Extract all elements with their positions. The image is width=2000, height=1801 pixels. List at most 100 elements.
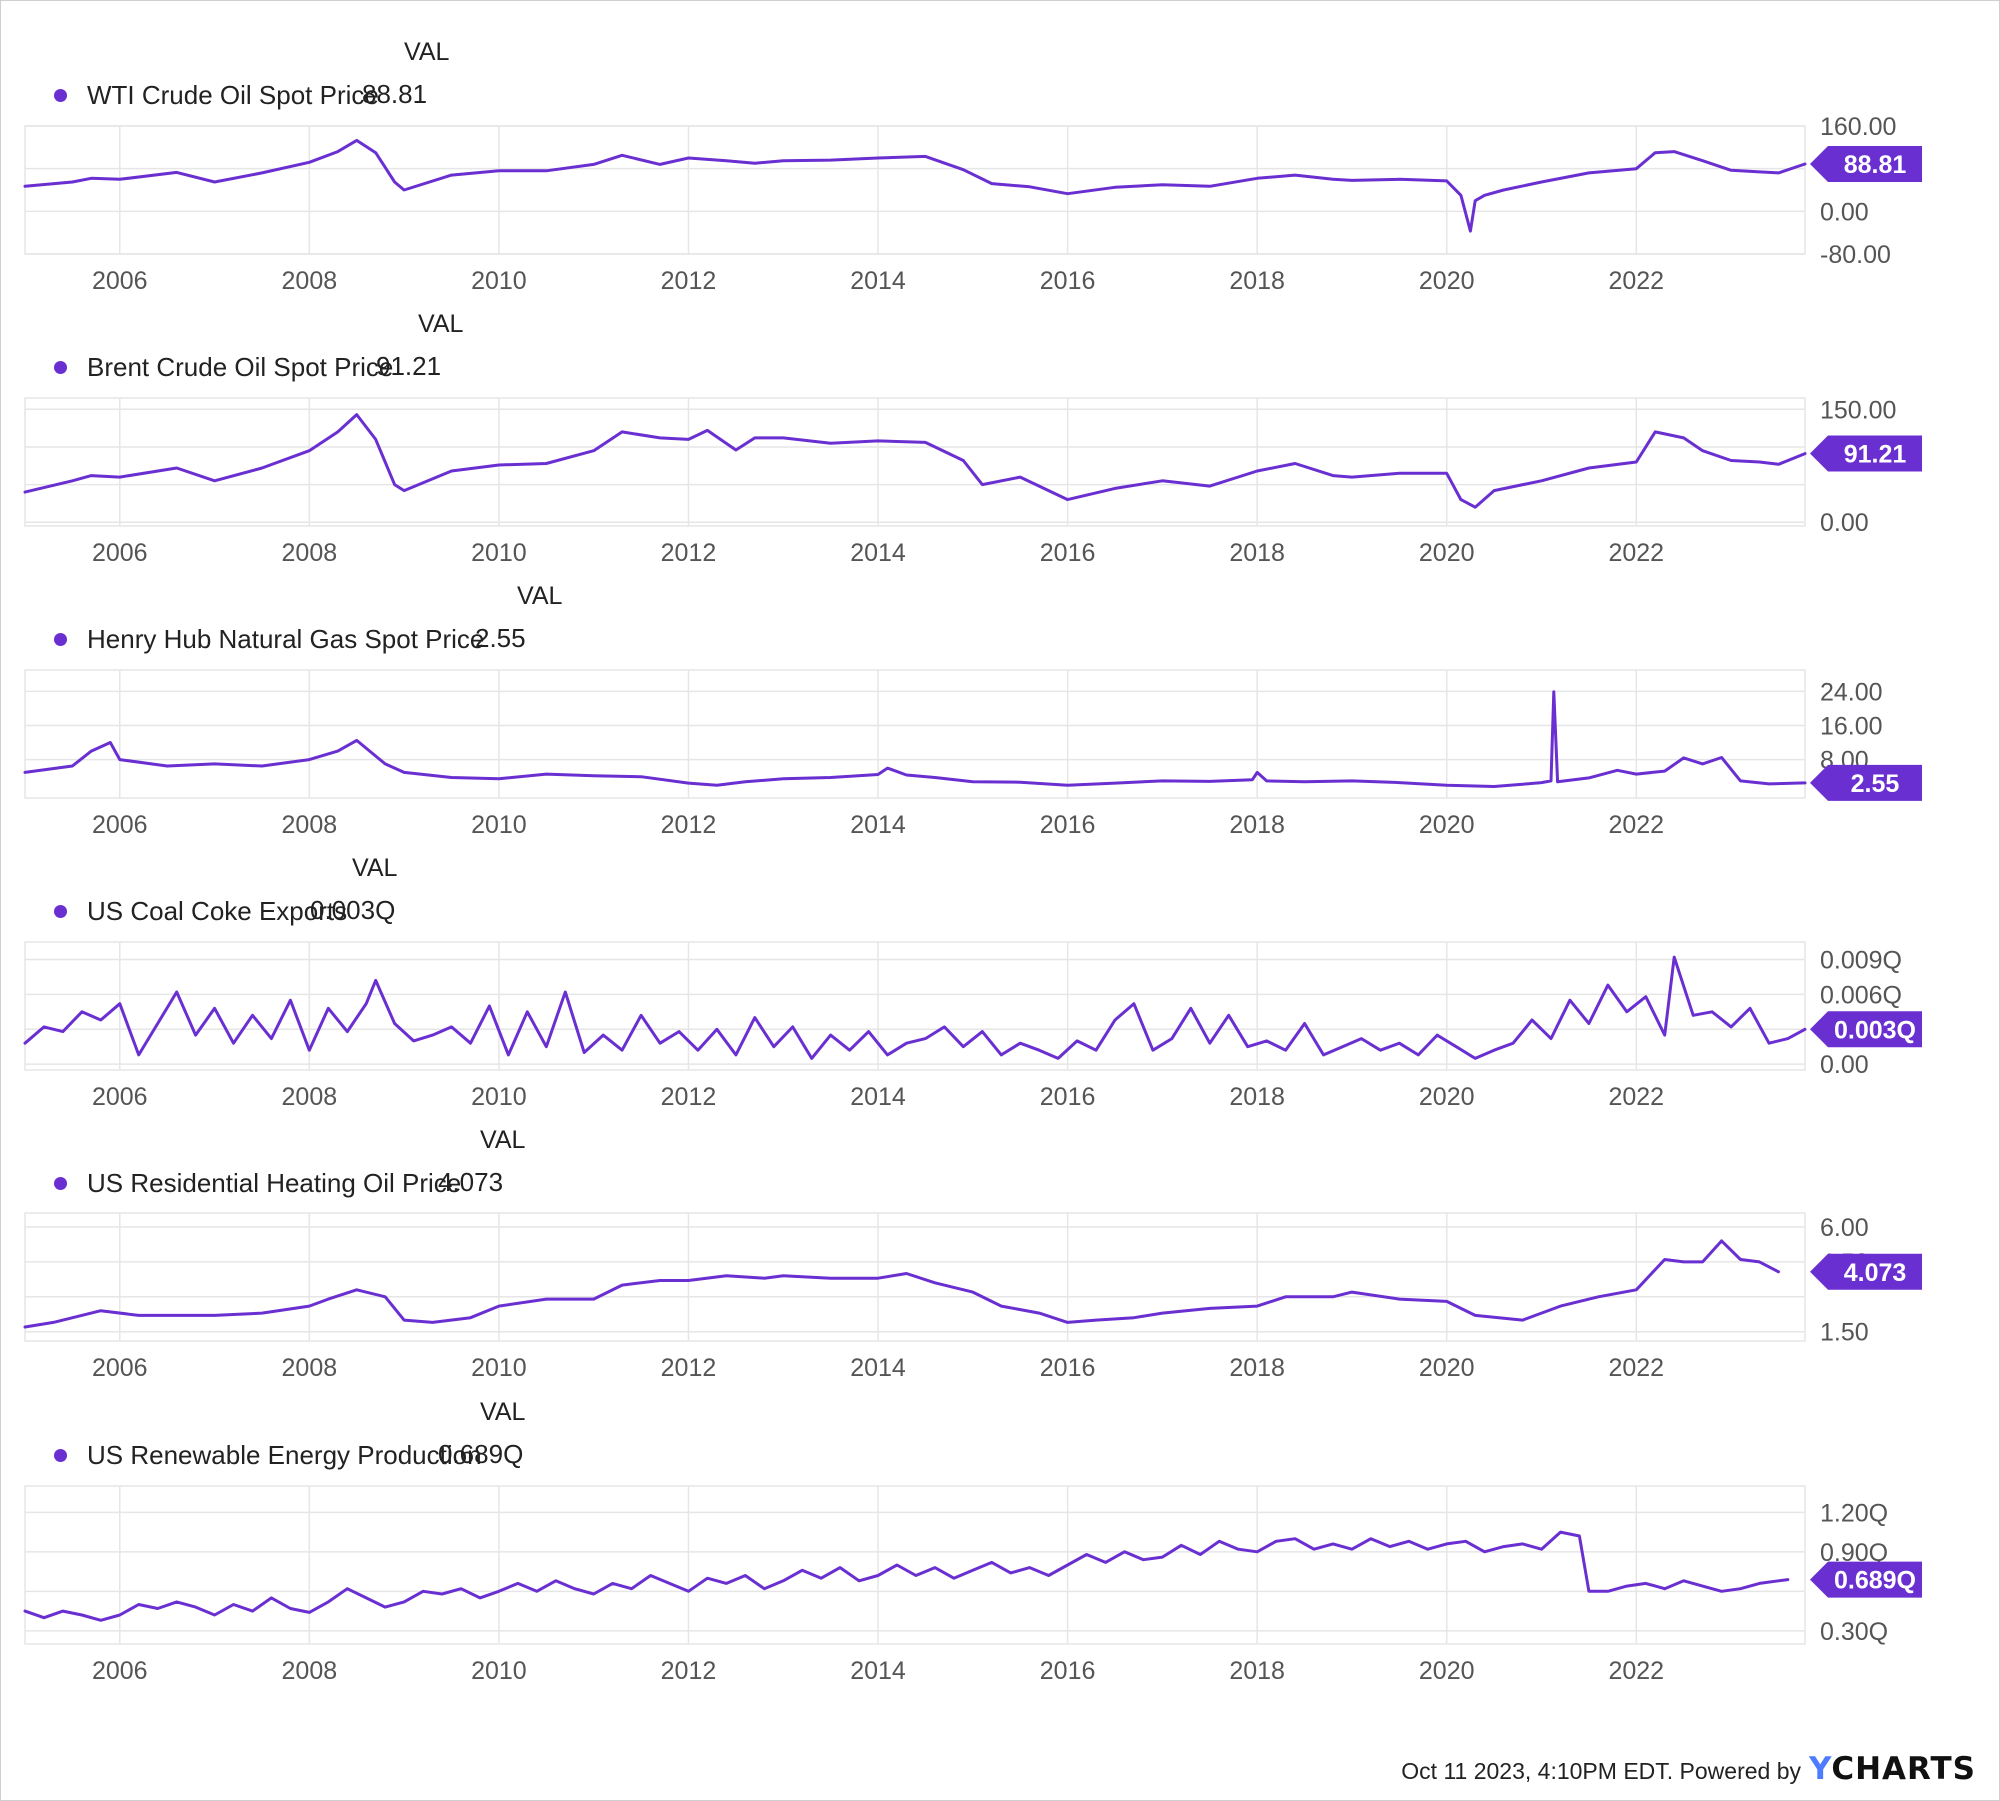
- series-line: [23, 690, 1807, 788]
- y-tick-label: 0.00: [1820, 1051, 1869, 1079]
- x-tick-label: 2012: [661, 811, 717, 839]
- val-column-header: VAL: [404, 38, 450, 66]
- legend-row: US Coal Coke Exports: [54, 894, 347, 928]
- y-tick-label: 160.00: [1820, 113, 1896, 141]
- legend-series-name: US Residential Heating Oil Price: [87, 1167, 462, 1198]
- x-tick-label: 2006: [92, 1083, 148, 1111]
- val-column-header: VAL: [352, 854, 398, 882]
- series-line: [23, 138, 1807, 233]
- legend-series-name: US Renewable Energy Production: [87, 1439, 482, 1470]
- y-tick-label: 0.00: [1820, 198, 1869, 226]
- x-tick-label: 2010: [471, 1657, 527, 1685]
- legend-dot-icon: [54, 904, 67, 918]
- series-line: [23, 955, 1807, 1060]
- chart-panel-4: 0.009Q 0.006Q 0.00 2006 2008 2010 2012 2014 2016…: [23, 941, 1922, 1111]
- legend-series-name: Henry Hub Natural Gas Spot Price: [87, 623, 485, 654]
- current-value-badge: [1810, 435, 1922, 472]
- x-tick-label: 2008: [282, 1083, 338, 1111]
- x-tick-label: 2020: [1419, 1657, 1475, 1685]
- ycharts-logo-y: Y: [1809, 1751, 1832, 1787]
- y-tick-label: 0.009Q: [1820, 946, 1902, 974]
- legend-current-value: 2.55: [475, 623, 526, 653]
- x-tick-label: 2006: [92, 267, 148, 295]
- x-tick-label: 2012: [661, 539, 717, 567]
- plot-area: [24, 1485, 1806, 1645]
- x-tick-label: 2018: [1229, 267, 1285, 295]
- footer-timestamp: Oct 11 2023, 4:10PM EDT. Powered by: [1401, 1758, 1802, 1784]
- plot-area: [24, 941, 1806, 1071]
- current-value-badge-label: 4.073: [1844, 1259, 1907, 1287]
- x-tick-label: 2020: [1419, 539, 1475, 567]
- x-tick-label: 2022: [1608, 1083, 1664, 1111]
- ycharts-logo[interactable]: YCHARTS: [1809, 1751, 1976, 1787]
- x-tick-label: 2010: [471, 1083, 527, 1111]
- val-column-header: VAL: [517, 582, 563, 610]
- x-tick-label: 2006: [92, 539, 148, 567]
- y-tick-label: 6.00: [1820, 1214, 1869, 1242]
- series-line: [23, 1530, 1790, 1622]
- x-tick-label: 2010: [471, 267, 527, 295]
- current-value-badge: [1810, 1253, 1922, 1290]
- footer: Oct 11 2023, 4:10PM EDT. Powered by YCHA…: [1401, 1751, 1976, 1787]
- y-tick-label: 150.00: [1820, 396, 1896, 424]
- x-tick-label: 2008: [282, 267, 338, 295]
- x-tick-label: 2022: [1608, 539, 1664, 567]
- x-tick-label: 2018: [1229, 1083, 1285, 1111]
- plot-area: [24, 397, 1806, 527]
- x-tick-label: 2014: [850, 539, 906, 567]
- x-tick-label: 2014: [850, 811, 906, 839]
- legend-dot-icon: [54, 88, 67, 102]
- legend-dot-icon: [54, 1448, 67, 1462]
- legend-current-value: 88.81: [362, 79, 428, 109]
- x-tick-label: 2008: [282, 811, 338, 839]
- current-value-badge-label: 91.21: [1844, 441, 1907, 469]
- x-tick-label: 2014: [850, 1083, 906, 1111]
- x-tick-label: 2014: [850, 1354, 906, 1382]
- legend-current-value: 0.003Q: [310, 895, 396, 925]
- y-tick-label: 0.006Q: [1820, 981, 1902, 1009]
- ycharts-logo-rest: CHARTS: [1831, 1751, 1976, 1787]
- chart-panel-5: 6.004.501.502006200820102012201420162018…: [23, 1212, 1922, 1382]
- legend-series-name: WTI Crude Oil Spot Price: [87, 79, 379, 110]
- chart-panel-1: 160.00 0.00 -80.00 2006 2008 2010 2012 2014 2016…: [23, 113, 1922, 295]
- plot-area: [24, 125, 1806, 255]
- x-tick-label: 2022: [1608, 811, 1664, 839]
- legend-current-value: 91.21: [376, 351, 442, 381]
- y-tick-label: 1.20Q: [1820, 1499, 1888, 1527]
- series-line: [23, 413, 1807, 509]
- current-value-badge: [1810, 764, 1922, 801]
- x-tick-label: 2006: [92, 1354, 148, 1382]
- current-value-badge: [1810, 145, 1922, 182]
- y-tick-label: 16.00: [1820, 712, 1883, 740]
- val-column-header: VAL: [480, 1126, 526, 1154]
- y-tick-label: 0.00: [1820, 509, 1869, 537]
- legend-series-name: Brent Crude Oil Spot Price: [87, 351, 394, 382]
- val-column-header: VAL: [480, 1398, 526, 1426]
- x-tick-label: 2020: [1419, 811, 1475, 839]
- current-value-badge: [1810, 1011, 1922, 1048]
- x-tick-label: 2018: [1229, 539, 1285, 567]
- x-tick-label: 2008: [282, 1657, 338, 1685]
- x-tick-label: 2022: [1608, 1657, 1664, 1685]
- x-tick-label: 2012: [661, 1354, 717, 1382]
- x-tick-label: 2010: [471, 539, 527, 567]
- x-tick-label: 2008: [282, 539, 338, 567]
- x-tick-label: 2012: [661, 1083, 717, 1111]
- x-tick-label: 2016: [1040, 1354, 1096, 1382]
- current-value-badge-label: 2.55: [1851, 770, 1900, 798]
- x-tick-label: 2010: [471, 811, 527, 839]
- x-tick-label: 2016: [1040, 1083, 1096, 1111]
- val-column-header: VAL: [418, 310, 464, 338]
- x-tick-label: 2012: [661, 267, 717, 295]
- legend-row: WTI Crude Oil Spot Price: [54, 78, 379, 112]
- x-tick-label: 2008: [282, 1354, 338, 1382]
- x-tick-label: 2016: [1040, 1657, 1096, 1685]
- plot-area: [24, 1212, 1806, 1342]
- x-tick-label: 2022: [1608, 1354, 1664, 1382]
- current-value-badge-label: 88.81: [1844, 151, 1907, 179]
- legend-row: Brent Crude Oil Spot Price: [54, 350, 393, 384]
- legend-dot-icon: [54, 632, 67, 646]
